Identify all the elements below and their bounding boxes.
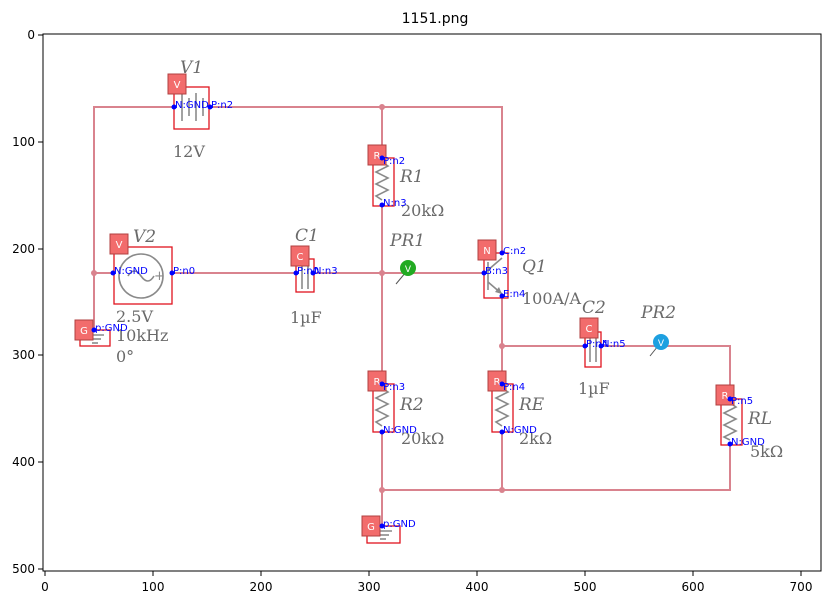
r2-value: 20kΩ bbox=[401, 429, 444, 448]
r2-resistor: R R2 20kΩ P:n3 N:GND bbox=[367, 370, 444, 448]
c1-name: C1 bbox=[295, 226, 319, 246]
re-tag: R bbox=[494, 377, 501, 388]
v2-name: V2 bbox=[133, 227, 156, 247]
re-resistor: R RE 2kΩ P:n4 N:GND bbox=[487, 370, 552, 448]
r1-tag: R bbox=[374, 151, 381, 162]
q1-transistor: N Q1 100A/A C:n2 B:n3 E:n4 bbox=[477, 239, 581, 308]
r2-pin-n: N:GND bbox=[383, 425, 417, 436]
svg-text:+: + bbox=[154, 269, 165, 284]
c2-tag: C bbox=[586, 324, 593, 335]
g1-pin: p:GND bbox=[95, 323, 128, 334]
c1-tag: C bbox=[297, 252, 304, 263]
re-pin-n: N:GND bbox=[503, 425, 537, 436]
x-tick-label: 100 bbox=[142, 580, 165, 594]
c1-value: 1µF bbox=[290, 308, 322, 327]
y-axis: 0 100 200 300 400 500 bbox=[12, 28, 43, 576]
ground-1: G p:GND bbox=[74, 319, 128, 347]
c1-pin-p: P:n0 bbox=[297, 266, 319, 277]
v2-value: 2.5V bbox=[116, 307, 153, 326]
v2-phase: 0° bbox=[116, 347, 134, 366]
plot-frame bbox=[42, 33, 822, 572]
v1-tag: V bbox=[174, 80, 181, 91]
rl-pin-p: P:n5 bbox=[731, 396, 753, 407]
r1-pin-p: P:n2 bbox=[383, 156, 405, 167]
c2-capacitor: C C2 1µF P:n4 N:n5 bbox=[578, 298, 626, 398]
y-tick-label: 400 bbox=[12, 455, 35, 469]
r2-pin-p: P:n3 bbox=[383, 382, 405, 393]
v1-pin-n: N:GND bbox=[175, 100, 209, 111]
re-pin-p: P:n4 bbox=[503, 382, 525, 393]
x-tick-label: 200 bbox=[250, 580, 273, 594]
re-value: 2kΩ bbox=[519, 429, 552, 448]
x-tick-label: 0 bbox=[41, 580, 49, 594]
q1-value: 100A/A bbox=[522, 289, 581, 308]
pr1-symbol: V bbox=[405, 265, 412, 275]
r1-resistor: R R1 20kΩ P:n2 N:n3 bbox=[367, 144, 444, 220]
v1-name: V1 bbox=[180, 58, 203, 78]
pr2-probe: V PR2 bbox=[640, 303, 676, 357]
c1-pin-n: N:n3 bbox=[314, 266, 338, 277]
pr1-name: PR1 bbox=[389, 231, 425, 251]
y-tick-label: 500 bbox=[12, 562, 35, 576]
c2-value: 1µF bbox=[578, 379, 610, 398]
v1-source: V V1 12V N:GND P:n2 bbox=[167, 58, 233, 161]
v2-tag: V bbox=[116, 240, 123, 251]
y-tick-label: 300 bbox=[12, 348, 35, 362]
wires bbox=[91, 104, 731, 526]
x-tick-label: 300 bbox=[358, 580, 381, 594]
v2-pin-p: P:n0 bbox=[173, 266, 195, 277]
r2-tag: R bbox=[374, 377, 381, 388]
r1-value: 20kΩ bbox=[401, 201, 444, 220]
v1-pin-p: P:n2 bbox=[211, 100, 233, 111]
x-tick-label: 500 bbox=[574, 580, 597, 594]
q1-tag: N bbox=[483, 246, 490, 257]
c2-pin-p: P:n4 bbox=[586, 339, 608, 350]
y-tick-label: 100 bbox=[12, 135, 35, 149]
figure-title: 1151.png bbox=[402, 11, 469, 27]
pr2-voltmeter-icon bbox=[653, 334, 669, 350]
g2-pin: p:GND bbox=[383, 519, 416, 530]
rl-pin-n: N:GND bbox=[731, 437, 765, 448]
x-tick-label: 400 bbox=[466, 580, 489, 594]
rl-value: 5kΩ bbox=[750, 442, 783, 461]
g1-tag: G bbox=[80, 326, 88, 337]
q1-pin-e: E:n4 bbox=[503, 289, 525, 300]
c2-name: C2 bbox=[582, 298, 606, 318]
pr2-name: PR2 bbox=[640, 303, 676, 323]
ground-2: G p:GND bbox=[361, 515, 416, 544]
q1-pin-c: C:n2 bbox=[503, 246, 526, 257]
rl-resistor: R RL 5kΩ P:n5 N:GND bbox=[715, 384, 783, 461]
y-tick-label: 200 bbox=[12, 242, 35, 256]
re-name: RE bbox=[518, 395, 545, 415]
rl-name: RL bbox=[747, 409, 772, 429]
x-tick-label: 700 bbox=[790, 580, 813, 594]
x-tick-label: 600 bbox=[682, 580, 705, 594]
r2-name: R2 bbox=[399, 395, 424, 415]
v2-source: + V V2 2.5V 10kHz 0° N:GND P:n0 bbox=[109, 227, 195, 366]
y-tick-label: 0 bbox=[27, 28, 35, 42]
v2-frequency: 10kHz bbox=[116, 326, 168, 345]
c2-pin-n: N:n5 bbox=[602, 339, 626, 350]
c1-capacitor: C C1 1µF P:n0 N:n3 bbox=[290, 226, 338, 327]
q1-name: Q1 bbox=[522, 257, 547, 277]
v1-value: 12V bbox=[173, 142, 205, 161]
pr1-voltmeter-icon bbox=[400, 260, 416, 276]
r1-name: R1 bbox=[399, 167, 424, 187]
rl-tag: R bbox=[722, 391, 729, 402]
r1-pin-n: N:n3 bbox=[383, 198, 407, 209]
pr2-symbol: V bbox=[658, 339, 665, 349]
x-axis: 0 100 200 300 400 500 600 700 bbox=[41, 571, 812, 594]
q1-pin-b: B:n3 bbox=[485, 266, 508, 277]
v2-pin-n: N:GND bbox=[114, 266, 148, 277]
pr1-probe: V PR1 bbox=[389, 231, 425, 285]
g2-tag: G bbox=[367, 522, 375, 533]
